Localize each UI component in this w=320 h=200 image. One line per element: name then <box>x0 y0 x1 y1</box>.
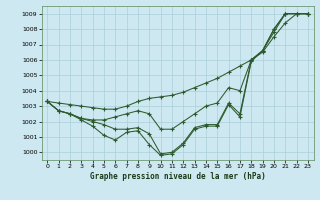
X-axis label: Graphe pression niveau de la mer (hPa): Graphe pression niveau de la mer (hPa) <box>90 172 266 181</box>
